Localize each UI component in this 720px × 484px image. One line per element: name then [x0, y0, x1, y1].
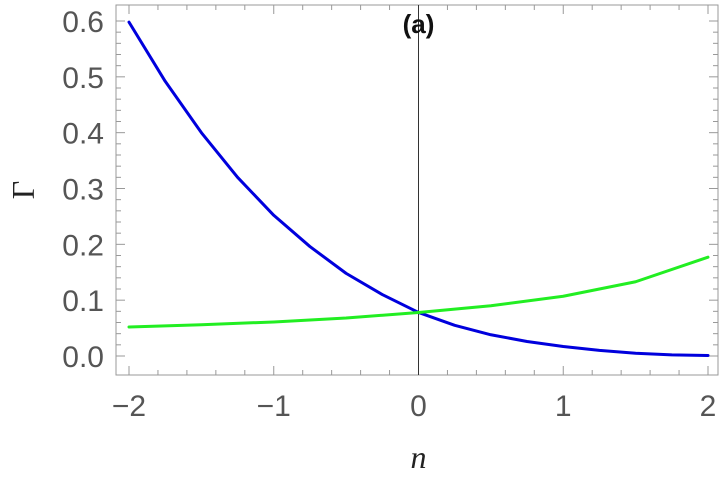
x-tick-label: −1	[257, 390, 291, 423]
x-tick-label: 0	[410, 390, 427, 423]
y-tick-label: 0.2	[62, 229, 104, 262]
y-tick-label: 0.1	[62, 285, 104, 318]
ticks-group	[116, 5, 718, 375]
tick-labels-group: −2 −1 0 1 2 0.0 0.1 0.2 0.3 0.4 0.5 0.6	[62, 6, 716, 423]
series-line-2	[127, 255, 710, 329]
x-tick-label: 2	[700, 390, 717, 423]
panel-annotation: (a)	[403, 9, 435, 39]
y-tick-label: 0.4	[62, 118, 104, 151]
series-group	[127, 20, 710, 357]
y-tick-label: 0.6	[62, 6, 104, 39]
plot-frame	[115, 4, 719, 376]
x-tick-label: −2	[112, 390, 146, 423]
y-tick-label: 0.0	[62, 341, 104, 374]
x-axis-label: n	[411, 439, 427, 475]
y-axis-label: Γ	[5, 181, 41, 200]
y-tick-label: 0.3	[62, 174, 104, 207]
x-tick-label: 1	[555, 390, 572, 423]
y-tick-label: 0.5	[62, 62, 104, 95]
